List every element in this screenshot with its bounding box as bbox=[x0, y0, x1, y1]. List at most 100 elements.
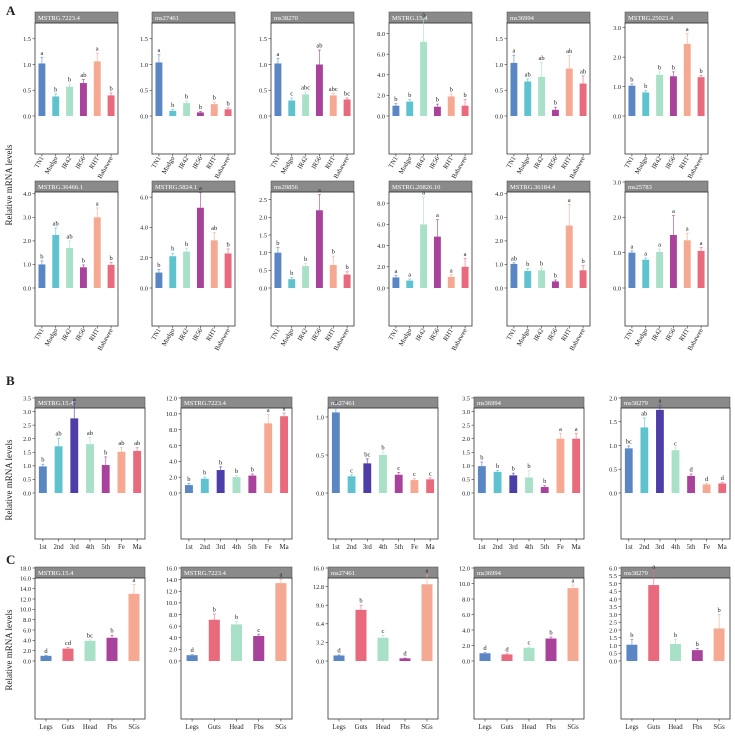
bar-ma bbox=[280, 416, 289, 493]
x-tick-label: SGs bbox=[713, 724, 725, 731]
significance-label: a bbox=[652, 564, 655, 571]
significance-label: a bbox=[318, 187, 321, 194]
x-tick-label: TN1 bbox=[34, 156, 46, 170]
significance-label: a bbox=[436, 212, 439, 219]
significance-label: a bbox=[426, 567, 429, 574]
x-tick-label: RHT bbox=[324, 156, 337, 171]
significance-label: a bbox=[630, 243, 633, 250]
significance-label: bc bbox=[626, 438, 632, 445]
chart-panel: ms27461 0.0 0.5 1.0 a 1st c 2nd bc 3rd b 4th c 5th c Fe… bbox=[316, 396, 439, 551]
y-tick-label: 4.0 bbox=[169, 635, 177, 642]
significance-label: a bbox=[199, 185, 202, 192]
significance-label: d bbox=[337, 647, 341, 654]
x-tick-label: IR42 bbox=[415, 156, 428, 171]
chart-panel: MSTRG.7223.4 0.0 0.5 1.0 1.5 a TN1 b Mudgo b IR42 a… bbox=[23, 11, 119, 180]
significance-label: abc bbox=[301, 84, 310, 91]
bar-rht bbox=[683, 43, 691, 116]
y-tick-label: 3.0 bbox=[613, 179, 621, 186]
significance-label: c bbox=[397, 465, 400, 472]
significance-label: b bbox=[185, 241, 188, 248]
significance-label: d bbox=[505, 646, 509, 653]
y-tick-label: 2.5 bbox=[23, 422, 31, 429]
x-tick-label: RHT bbox=[88, 328, 101, 343]
significance-label: b bbox=[109, 255, 112, 262]
bar-rht bbox=[210, 240, 218, 288]
x-tick-label: Guts bbox=[647, 724, 660, 731]
x-tick-label: SGs bbox=[275, 724, 287, 731]
y-tick-label: 0.0 bbox=[23, 658, 31, 665]
y-tick-label: 3.0 bbox=[613, 25, 621, 32]
chart-panel: MSTRG.15.4 0.0 2.0 4.0 6.0 8.0 b TN1 b Mudgo a IR42… bbox=[377, 12, 473, 180]
bar-babawee bbox=[107, 95, 115, 116]
bar-ir42 bbox=[420, 41, 428, 117]
bar-1st bbox=[184, 485, 193, 493]
significance-label: bc bbox=[87, 632, 93, 639]
x-tick-label: TN1 bbox=[624, 328, 636, 342]
y-tick-label: 1.5 bbox=[140, 36, 148, 43]
bar-head bbox=[523, 647, 535, 661]
x-tick-label: Legs bbox=[185, 724, 199, 731]
x-tick-label: Mudgo bbox=[161, 155, 177, 176]
y-tick-label: 6.0 bbox=[169, 623, 177, 630]
bar-1st bbox=[624, 448, 633, 493]
y-tick-label: 12.0 bbox=[20, 596, 31, 603]
chart-panel: ms29856 0.0 0.5 1.0 1.5 2.0 2.5 b TN1 b Mudgo b IR42… bbox=[259, 180, 355, 352]
panels: MSTRG.7223.40.00.51.01.5aTN1bMudgobIR42a… bbox=[20, 11, 731, 731]
y-tick-label: 0.0 bbox=[23, 113, 31, 120]
bar-tn1 bbox=[510, 62, 518, 116]
x-tick-label: IR42 bbox=[178, 156, 191, 171]
y-tick-label: 3.2 bbox=[316, 640, 324, 647]
chart-panel: ms36994 0.0 0.5 1.0 1.5 a TN1 ab Mudgo ab IR42 b IR5… bbox=[495, 11, 591, 180]
x-tick-label: RHT bbox=[442, 156, 455, 171]
bar-rht bbox=[565, 225, 573, 288]
plot-frame bbox=[270, 191, 355, 327]
bar-babawee bbox=[461, 105, 469, 116]
bar-mudgo bbox=[406, 280, 414, 288]
y-tick-label: 1.0 bbox=[259, 250, 267, 257]
x-tick-label: Head bbox=[83, 724, 98, 731]
bar-ir42 bbox=[66, 86, 74, 116]
significance-label: a bbox=[40, 50, 43, 57]
bar-4th bbox=[86, 444, 94, 493]
bar-guts bbox=[501, 654, 513, 661]
x-tick-label: 1st bbox=[39, 544, 47, 551]
bar-sgs bbox=[128, 593, 140, 661]
y-tick-label: 8.0 bbox=[377, 31, 385, 38]
y-tick-label: 2.0 bbox=[609, 627, 617, 634]
chart-title: ms25783 bbox=[628, 184, 652, 191]
x-tick-label: 1st bbox=[332, 544, 340, 551]
significance-label: b bbox=[450, 86, 453, 93]
x-tick-label: IR56 bbox=[664, 155, 677, 171]
significance-label: ab bbox=[211, 225, 217, 232]
significance-label: a bbox=[96, 200, 99, 207]
chart-title: MSTRG.36184.4 bbox=[510, 184, 556, 191]
significance-label: a bbox=[450, 267, 453, 274]
y-tick-label: 3.5 bbox=[462, 395, 470, 402]
bar-babawee bbox=[697, 250, 705, 288]
significance-label: b bbox=[540, 260, 543, 267]
x-tick-label: 1st bbox=[185, 544, 193, 551]
ylabel-c: Relative mRNA levels bbox=[4, 609, 14, 690]
significance-label: b bbox=[110, 628, 113, 635]
x-tick-label: 5th bbox=[394, 544, 403, 551]
significance-label: a bbox=[73, 396, 76, 403]
y-tick-label: 0.0 bbox=[316, 658, 324, 665]
y-tick-label: 0.0 bbox=[259, 285, 267, 292]
x-tick-label: RHT bbox=[88, 156, 101, 171]
x-tick-label: TN1 bbox=[34, 328, 46, 342]
y-tick-label: 6.0 bbox=[140, 194, 148, 201]
x-tick-label: IR56 bbox=[546, 155, 559, 171]
x-tick-label: 3rd bbox=[655, 544, 665, 551]
x-tick-label: 4th bbox=[671, 544, 680, 551]
x-tick-label: Ma bbox=[572, 544, 581, 551]
x-tick-label: TN1 bbox=[151, 328, 163, 342]
significance-label: b bbox=[699, 68, 702, 75]
bar-rht bbox=[447, 276, 455, 288]
significance-label: b bbox=[480, 455, 483, 462]
x-tick-label: Mudgo bbox=[634, 327, 650, 348]
significance-label: a bbox=[96, 46, 99, 53]
x-tick-label: SGs bbox=[567, 724, 579, 731]
x-tick-label: Guts bbox=[62, 724, 75, 731]
